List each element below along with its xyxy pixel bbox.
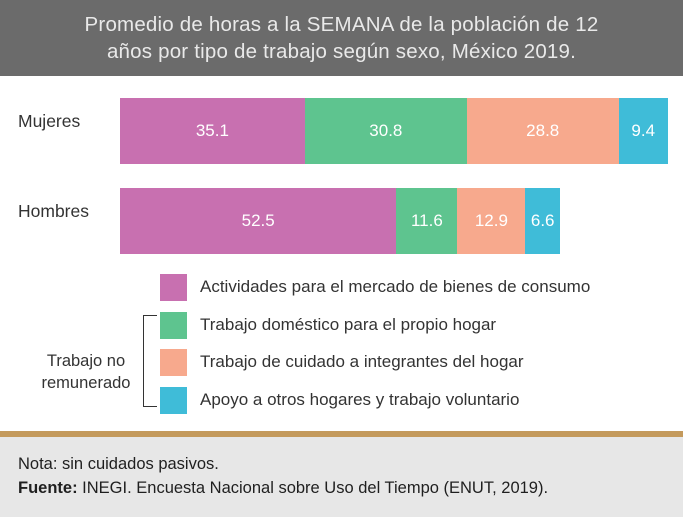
category-label-mujeres: Mujeres [18,111,81,131]
bar-segment-hombres-1: 52.5 [120,188,397,254]
chart-title: Promedio de horas a la SEMANA de la pobl… [0,0,683,76]
bar-segment-mujeres-4: 9.4 [618,98,668,164]
legend-swatch-3 [160,349,187,376]
chart-title-line-1: Promedio de horas a la SEMANA de la pobl… [84,13,599,36]
legend-swatch-1 [160,274,187,301]
unpaid-work-label: Trabajo no remunerado [30,350,142,394]
data-label: 6.6 [530,211,555,230]
legend-label-2: Trabajo doméstico para el propio hogar [200,315,497,334]
footer-source-text: INEGI. Encuesta Nacional sobre Uso del T… [77,479,549,497]
data-label: 30.8 [369,121,403,140]
legend-swatch-4 [160,387,187,414]
bar-segment-hombres-2: 11.6 [396,188,458,254]
legend-label-1: Actividades para el mercado de bienes de… [200,277,591,296]
category-label-hombres: Hombres [18,201,89,221]
unpaid-work-label-line-2: remunerado [41,374,131,392]
data-label: 28.8 [526,121,560,140]
bar-segment-mujeres-1: 35.1 [120,98,305,164]
data-label: 35.1 [195,121,229,140]
legend-label-4: Apoyo a otros hogares y trabajo voluntar… [200,390,520,409]
legend-label-3: Trabajo de cuidado a integrantes del hog… [200,352,524,371]
legend-swatch-2 [160,312,187,339]
footer: Nota: sin cuidados pasivos. Fuente: INEG… [0,437,683,517]
footer-source: Fuente: INEGI. Encuesta Nacional sobre U… [18,479,548,498]
data-label: 52.5 [241,211,275,230]
data-label: 12.9 [474,211,508,230]
bar-segment-hombres-4: 6.6 [525,188,561,254]
unpaid-work-label-line-1: Trabajo no [46,352,126,370]
data-label: 11.6 [410,211,443,230]
bar-segment-hombres-3: 12.9 [457,188,526,254]
footer-divider [0,431,683,437]
unpaid-work-bracket [143,315,157,407]
bar-segment-mujeres-2: 30.8 [304,98,467,164]
chart-title-line-2: años por tipo de trabajo según sexo, Méx… [106,40,577,63]
bar-segment-mujeres-3: 28.8 [466,98,619,164]
data-label: 9.4 [631,121,656,140]
footer-note: Nota: sin cuidados pasivos. [18,455,219,473]
footer-source-label: Fuente: [18,479,78,497]
